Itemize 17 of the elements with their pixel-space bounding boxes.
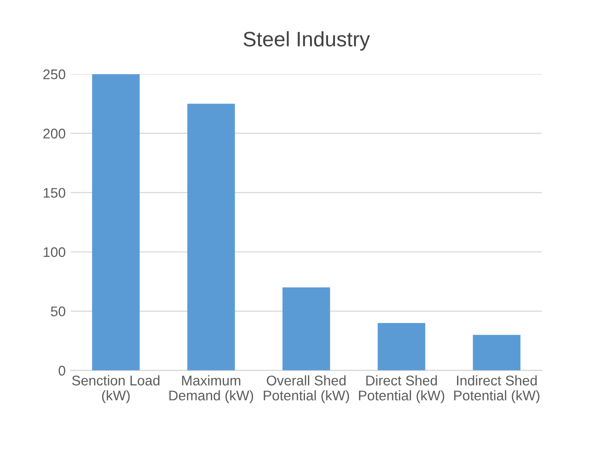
x-tick-label: Direct Shed Potential (kW)	[359, 375, 444, 404]
bar	[282, 287, 330, 370]
y-tick-label: 200	[43, 128, 66, 139]
y-tick-label: 50	[50, 306, 66, 316]
bar	[187, 104, 235, 370]
bar	[472, 334, 520, 370]
y-tick-label: 100	[44, 247, 66, 258]
y-tick-label: 150	[44, 188, 66, 198]
x-tick-label: Overall Shed Potential (kW)	[264, 375, 350, 404]
bar	[92, 74, 140, 370]
x-tick-label: Senction Load (kW)	[72, 375, 160, 404]
bar	[378, 322, 426, 370]
x-tick-label: Indirect Shed Potential (kW)	[454, 375, 540, 404]
chart-title: Steel Industry	[244, 31, 370, 51]
y-tick-label: 250	[43, 69, 66, 80]
y-tick-label: 0	[58, 366, 66, 376]
x-tick-label: Maximum Demand (kW)	[169, 375, 254, 404]
